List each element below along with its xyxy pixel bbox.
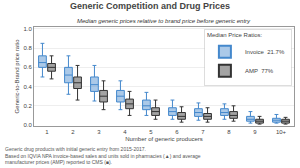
svg-text:Generic Competition and Drug P: Generic Competition and Drug Prices xyxy=(70,1,230,11)
svg-text:10+: 10+ xyxy=(276,129,287,135)
svg-text:Generic drug products with ini: Generic drug products with initial gener… xyxy=(5,146,201,165)
svg-text:3: 3 xyxy=(97,129,101,135)
svg-text:Generic-to-Brand price ratio: Generic-to-Brand price ratio xyxy=(14,39,20,114)
svg-text:0.6: 0.6 xyxy=(23,64,32,70)
svg-text:AMP 77%: AMP 77% xyxy=(245,68,274,74)
svg-text:9: 9 xyxy=(253,129,257,135)
svg-text:0.4: 0.4 xyxy=(23,84,32,90)
svg-text:1.0: 1.0 xyxy=(23,26,32,32)
svg-text:2: 2 xyxy=(71,129,75,135)
svg-text:Median Price Ratios:: Median Price Ratios: xyxy=(207,32,263,38)
svg-text:0.2: 0.2 xyxy=(23,103,32,109)
svg-text:6: 6 xyxy=(175,129,179,135)
svg-text:5: 5 xyxy=(149,129,153,135)
svg-text:Median generic prices relative: Median generic prices relative to brand … xyxy=(77,18,251,24)
svg-text:0.0: 0.0 xyxy=(23,122,32,128)
svg-text:8: 8 xyxy=(227,129,231,135)
svg-text:Invoice 21.7%: Invoice 21.7% xyxy=(245,49,285,55)
svg-text:0.8: 0.8 xyxy=(23,45,32,51)
svg-text:7: 7 xyxy=(201,129,205,135)
svg-text:4: 4 xyxy=(123,129,127,135)
svg-text:1: 1 xyxy=(45,129,49,135)
svg-text:Number of generic producers: Number of generic producers xyxy=(125,136,203,142)
